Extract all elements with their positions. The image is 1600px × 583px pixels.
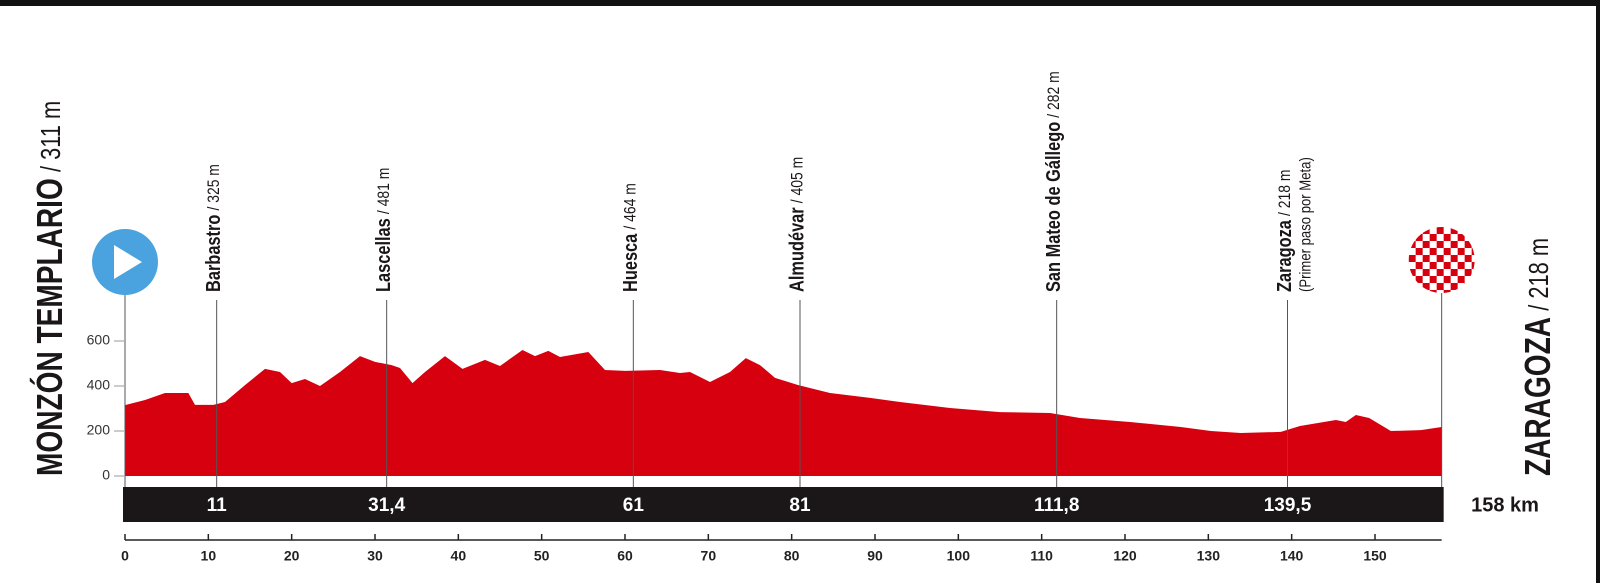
x-tick-label: 130 (1197, 548, 1221, 564)
waypoint-name: Lascellas (371, 218, 394, 292)
x-tick-label: 10 (201, 548, 217, 564)
waypoint-text: Almudévar / 405 m (785, 157, 808, 292)
waypoint-label: Huesca / 464 m (618, 183, 641, 292)
x-tick-label: 50 (534, 548, 550, 564)
start-name: MONZÓN TEMPLARIO (29, 178, 69, 476)
x-tick-label: 140 (1280, 548, 1304, 564)
x-tick-label: 20 (284, 548, 300, 564)
waypoint-km: 81 (789, 495, 811, 516)
x-tick-label: 150 (1363, 548, 1387, 564)
y-tick-label: 600 (87, 332, 111, 348)
finish-altitude: / 218 m (1523, 238, 1554, 311)
x-tick-label: 80 (784, 548, 800, 564)
x-tick-label: 120 (1113, 548, 1137, 564)
start-label: MONZÓN TEMPLARIO / 311 m (29, 101, 69, 476)
waypoint-note-text: (Primer paso por Meta) (1298, 157, 1315, 292)
waypoint-km: 139,5 (1264, 495, 1312, 516)
x-tick-label: 40 (451, 548, 467, 564)
x-tick-label: 70 (701, 548, 717, 564)
waypoint-name: San Mateo de Gállego (1041, 122, 1064, 292)
start-text: MONZÓN TEMPLARIO / 311 m (29, 101, 69, 476)
waypoint-label: Zaragoza / 218 m (1272, 170, 1295, 292)
waypoint-label: Barbastro / 325 m (201, 164, 224, 292)
elevation-area (125, 350, 1442, 476)
waypoint-name: Almudévar (785, 207, 808, 292)
right-border (1596, 0, 1600, 583)
x-tick-label: 30 (367, 548, 383, 564)
y-tick-label: 200 (87, 422, 111, 438)
waypoint-altitude: / 218 m (1276, 170, 1295, 216)
waypoint-km: 11 (207, 495, 228, 516)
waypoint-altitude: / 325 m (205, 164, 224, 210)
waypoint-altitude: / 481 m (375, 168, 394, 214)
waypoint-altitude: / 405 m (788, 157, 807, 203)
waypoint-km: 111,8 (1034, 495, 1079, 516)
y-tick-label: 400 (87, 377, 111, 393)
finish-label: ZARAGOZA / 218 m (1517, 238, 1557, 476)
start-arrow (114, 245, 142, 279)
waypoint-note: (Primer paso por Meta) (1298, 157, 1315, 292)
x-tick-label: 100 (947, 548, 971, 564)
waypoint-name: Zaragoza (1272, 219, 1295, 292)
finish-text: ZARAGOZA / 218 m (1517, 238, 1557, 476)
total-distance: 158 km (1471, 494, 1539, 516)
waypoint-text: Huesca / 464 m (618, 183, 641, 292)
finish-name: ZARAGOZA (1517, 317, 1557, 476)
x-tick-label: 60 (617, 548, 633, 564)
y-tick-label: 0 (102, 467, 110, 483)
waypoint-name: Barbastro (201, 215, 224, 292)
waypoint-name: Huesca (618, 233, 641, 292)
waypoint-label: Almudévar / 405 m (785, 157, 808, 292)
waypoint-text: Zaragoza / 218 m (1272, 170, 1295, 292)
waypoint-altitude: / 464 m (622, 183, 641, 229)
x-tick-label: 90 (867, 548, 883, 564)
x-tick-label: 0 (121, 548, 129, 564)
start-altitude: / 311 m (35, 101, 66, 172)
x-tick-label: 110 (1030, 548, 1053, 564)
top-border (0, 0, 1600, 6)
waypoint-label: Lascellas / 481 m (371, 168, 394, 292)
waypoint-altitude: / 282 m (1045, 71, 1064, 117)
waypoint-text: Barbastro / 325 m (201, 164, 224, 292)
waypoint-text: Lascellas / 481 m (371, 168, 394, 292)
waypoint-text: San Mateo de Gállego / 282 m (1041, 71, 1064, 292)
waypoint-km: 61 (623, 495, 645, 516)
km-bar (123, 487, 1444, 522)
waypoint-km: 31,4 (368, 495, 405, 516)
waypoint-label: San Mateo de Gállego / 282 m (1041, 71, 1064, 292)
finish-icon (1408, 227, 1475, 293)
